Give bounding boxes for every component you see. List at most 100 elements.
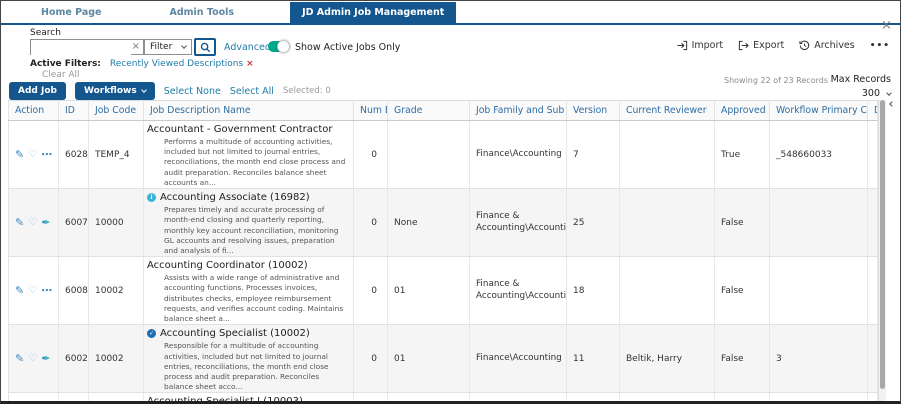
column-header-job-description-name[interactable]: Job Description Name — [144, 101, 354, 121]
archives-button[interactable]: Archives — [799, 40, 855, 51]
num-ees-cell: 0 — [354, 189, 388, 257]
search-button[interactable] — [194, 38, 216, 56]
job-name-title: iAccounting Associate (16982) — [144, 189, 353, 203]
d-cell — [868, 325, 878, 393]
advanced-link[interactable]: Advanced — [224, 42, 271, 53]
row-more-icon[interactable]: ⋯ — [41, 148, 52, 161]
job-description-text: Prepares timely and accurate processing … — [164, 205, 349, 256]
collapse-panel-icon[interactable] — [889, 101, 895, 107]
contact-cell — [770, 393, 868, 401]
edit-icon[interactable]: ✎ — [15, 148, 24, 161]
active-filters: Active Filters: Recently Viewed Descript… — [30, 59, 254, 69]
chevron-down-icon — [141, 87, 147, 93]
column-header-job-code[interactable]: Job Code — [89, 101, 144, 121]
column-header-d[interactable]: D — [868, 101, 878, 121]
tab-home-page[interactable]: Home Page — [29, 2, 114, 23]
column-header-workflow-primary-contact[interactable]: Workflow Primary Contact — [770, 101, 868, 121]
favorite-icon[interactable]: ♡ — [28, 217, 37, 228]
reviewer-cell — [620, 189, 715, 257]
favorite-icon[interactable]: ♡ — [28, 149, 37, 160]
jobs-table-zone: ActionIDJob CodeJob Description NameNum … — [1, 100, 900, 401]
search-input-wrap: × — [30, 39, 144, 55]
export-icon — [738, 40, 749, 51]
approved-cell: True — [715, 121, 770, 189]
signature-icon[interactable]: ✒ — [41, 216, 50, 229]
close-icon[interactable]: × — [881, 18, 892, 33]
version-cell: 11 — [567, 325, 620, 393]
search-label: Search — [30, 28, 61, 38]
contact-cell: _548660033 — [770, 121, 868, 189]
favorite-icon[interactable]: ♡ — [28, 285, 37, 296]
job-code-cell: TEMP_4 — [89, 121, 144, 189]
workflows-label: Workflows — [84, 86, 137, 96]
show-active-jobs-toggle[interactable] — [268, 41, 290, 52]
tabs-container: Home Page Admin Tools JD Admin Job Managem… — [1, 1, 900, 23]
archives-label: Archives — [814, 40, 855, 51]
edit-icon[interactable]: ✎ — [15, 352, 24, 365]
column-header-approved[interactable]: Approved — [715, 101, 770, 121]
approved-cell: False — [715, 257, 770, 325]
filter-dropdown[interactable]: Filter — [144, 39, 192, 55]
table-row: ✎♡✒600210002✓Accounting Specialist (1000… — [9, 325, 878, 393]
num-ees-cell: 0 — [354, 257, 388, 325]
job-name-text: Accounting Associate (16982) — [160, 192, 310, 203]
export-button[interactable]: Export — [738, 40, 784, 51]
selected-count: Selected: 0 — [283, 86, 331, 96]
table-header-row: ActionIDJob CodeJob Description NameNum … — [9, 101, 878, 121]
column-header-version[interactable]: Version — [567, 101, 620, 121]
workflows-button[interactable]: Workflows — [75, 82, 155, 100]
tab-jd-admin-job-management[interactable]: JD Admin Job Management — [290, 2, 456, 23]
job-description-text: Responsible for a multitude of accountin… — [164, 341, 349, 392]
active-filters-label: Active Filters: — [30, 59, 101, 69]
column-header-num-ees[interactable]: Num EEs — [354, 101, 388, 121]
select-none-link[interactable]: Select None — [164, 86, 221, 97]
column-header-current-reviewer[interactable]: Current Reviewer — [620, 101, 715, 121]
job-code-cell: 10003 — [89, 393, 144, 401]
search-input[interactable] — [31, 46, 131, 60]
search-clear-icon[interactable]: × — [132, 41, 140, 52]
import-button[interactable]: Import — [677, 40, 724, 51]
edit-icon[interactable]: ✎ — [15, 216, 24, 229]
max-records-label: Max Records — [831, 74, 891, 85]
table-body: ✎♡⋯6028TEMP_4Accountant - Government Con… — [9, 121, 878, 402]
column-header-grade[interactable]: Grade — [388, 101, 470, 121]
reviewer-cell — [620, 121, 715, 189]
filter-chip[interactable]: Recently Viewed Descriptions× — [110, 59, 254, 69]
edit-icon[interactable]: ✎ — [15, 284, 24, 297]
signature-icon[interactable]: ✒ — [41, 352, 50, 365]
version-cell: 18 — [567, 257, 620, 325]
select-all-link[interactable]: Select All — [230, 86, 274, 97]
max-records-select[interactable]: 300 — [831, 88, 891, 99]
max-records: Max Records 300 — [831, 74, 891, 99]
column-header-id[interactable]: ID — [59, 101, 89, 121]
right-gutter — [886, 100, 900, 401]
scrollbar-thumb[interactable] — [880, 100, 885, 389]
approved-cell: False — [715, 393, 770, 401]
column-header-job-family-and-sub-family[interactable]: Job Family and Sub Family — [470, 101, 567, 121]
job-code-cell: 10002 — [89, 325, 144, 393]
show-active-jobs-label: Show Active Jobs Only — [295, 42, 400, 53]
clear-all-link[interactable]: Clear All — [42, 70, 80, 80]
add-job-button[interactable]: Add Job — [9, 82, 66, 100]
action-icons: ✎ ♡ ✒ — [9, 352, 58, 365]
more-menu-icon[interactable]: ••• — [870, 41, 890, 51]
version-cell: 2 — [567, 393, 620, 401]
favorite-icon[interactable]: ♡ — [28, 353, 37, 364]
table-toolbar: Add Job Workflows Select None Select All… — [9, 82, 331, 100]
row-more-icon[interactable]: ⋯ — [41, 284, 52, 297]
contact-cell: 3 — [770, 325, 868, 393]
version-cell: 7 — [567, 121, 620, 189]
filter-chip-remove-icon[interactable]: × — [246, 59, 254, 69]
job-name-cell: ✓Accounting Specialist (10002)Responsibl… — [144, 325, 354, 393]
action-cell: ✎ ♡ ⋯ — [9, 121, 59, 189]
action-cell: ✎ ♡ ⋯ — [9, 257, 59, 325]
column-header-action[interactable]: Action — [9, 101, 59, 121]
vertical-scrollbar[interactable] — [878, 100, 886, 401]
import-icon — [677, 40, 688, 51]
job-code-cell: 10000 — [89, 189, 144, 257]
job-name-text: Accounting Specialist I (10003) — [147, 396, 303, 401]
reviewer-cell — [620, 257, 715, 325]
tab-admin-tools[interactable]: Admin Tools — [158, 2, 247, 23]
id-cell: 6028 — [59, 121, 89, 189]
id-cell: 6007 — [59, 189, 89, 257]
